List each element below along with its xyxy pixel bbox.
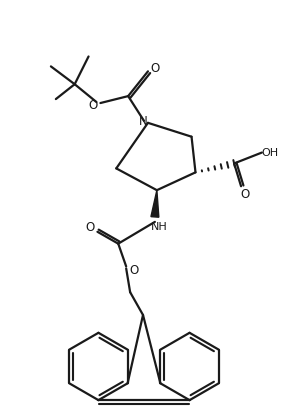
Polygon shape: [151, 190, 159, 217]
Text: N: N: [139, 115, 147, 128]
Text: O: O: [240, 188, 250, 201]
Text: OH: OH: [261, 148, 278, 158]
Text: O: O: [130, 264, 139, 277]
Text: O: O: [85, 221, 94, 234]
Text: O: O: [89, 99, 98, 112]
Text: NH: NH: [151, 222, 167, 232]
Text: O: O: [150, 62, 160, 75]
